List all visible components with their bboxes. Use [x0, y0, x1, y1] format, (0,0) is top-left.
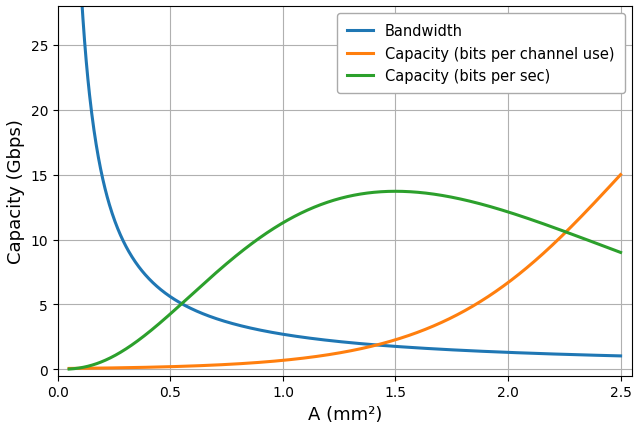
Capacity (bits per channel use) [288, 357, 296, 362]
Bandwidth [495, 350, 503, 355]
Capacity (bits per sec) [392, 189, 399, 194]
Capacity (bits per channel use) [495, 287, 503, 292]
Bandwidth [308, 336, 316, 341]
Bandwidth [505, 350, 513, 355]
Capacity (bits per sec) [288, 215, 296, 221]
Line: Capacity (bits per sec): Capacity (bits per sec) [69, 192, 621, 369]
Capacity (bits per channel use) [308, 355, 316, 360]
Capacity (bits per sec) [506, 210, 513, 215]
Capacity (bits per sec) [65, 367, 73, 372]
Capacity (bits per channel use) [505, 280, 513, 285]
Capacity (bits per channel use) [444, 317, 452, 322]
Capacity (bits per channel use) [65, 366, 73, 371]
Line: Capacity (bits per channel use): Capacity (bits per channel use) [69, 175, 621, 369]
Capacity (bits per channel use) [122, 365, 129, 370]
Capacity (bits per sec) [445, 194, 452, 200]
Bandwidth [288, 333, 296, 338]
X-axis label: A (mm²): A (mm²) [308, 405, 382, 423]
Capacity (bits per sec) [617, 250, 625, 255]
Line: Bandwidth: Bandwidth [69, 0, 621, 356]
Legend: Bandwidth, Capacity (bits per channel use), Capacity (bits per sec): Bandwidth, Capacity (bits per channel us… [337, 14, 625, 94]
Capacity (bits per sec) [308, 206, 316, 211]
Bandwidth [617, 353, 625, 359]
Capacity (bits per channel use) [617, 173, 625, 178]
Bandwidth [444, 347, 452, 352]
Capacity (bits per sec) [496, 207, 504, 212]
Capacity (bits per sec) [122, 347, 129, 352]
Y-axis label: Capacity (Gbps): Capacity (Gbps) [7, 119, 25, 264]
Bandwidth [122, 243, 129, 249]
